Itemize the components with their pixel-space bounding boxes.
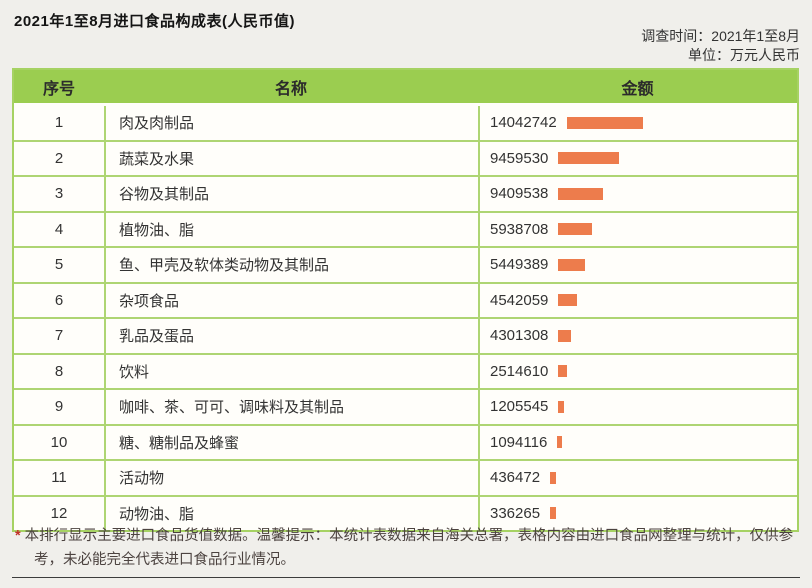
row-amount: 9409538 — [478, 177, 797, 211]
table-row: 9 咖啡、茶、可可、调味料及其制品 1205545 — [14, 388, 797, 424]
table-row: 3 谷物及其制品 9409538 — [14, 175, 797, 211]
row-value: 4301308 — [490, 327, 549, 345]
value-bar — [558, 187, 604, 200]
value-bar — [558, 365, 568, 378]
survey-time-label: 调查时间：2021年1至8月 — [641, 28, 800, 44]
row-value: 1094116 — [490, 433, 548, 451]
footnote-asterisk: * — [15, 528, 21, 544]
row-amount: 14042742 — [478, 106, 797, 140]
row-amount: 4301308 — [478, 319, 797, 353]
table-row: 5 鱼、甲壳及软体类动物及其制品 5449389 — [14, 246, 797, 282]
row-amount: 9459530 — [478, 141, 797, 175]
row-amount: 436472 — [478, 461, 797, 495]
row-index: 11 — [51, 469, 67, 487]
table-row: 12 动物油、脂 336265 — [14, 494, 797, 530]
table-row: 4 植物油、脂 5938708 — [14, 210, 797, 246]
row-amount: 336265 — [478, 496, 797, 530]
value-bar — [558, 329, 572, 342]
row-value: 5938708 — [490, 220, 549, 238]
report-meta: 调查时间：2021年1至8月 单位：万元人民币 — [641, 27, 800, 65]
row-name: 肉及肉制品 — [104, 106, 478, 140]
value-bar — [558, 294, 578, 307]
table-row: 6 杂项食品 4542059 — [14, 281, 797, 317]
row-amount: 5938708 — [478, 212, 797, 246]
row-value: 9459530 — [490, 149, 549, 167]
row-name: 活动物 — [104, 461, 478, 495]
row-name: 咖啡、茶、可可、调味料及其制品 — [104, 390, 478, 424]
row-index: 5 — [54, 256, 64, 274]
import-food-table: 序号 名称 金额 1 肉及肉制品 14042742 2 蔬菜及水果 945953… — [12, 68, 799, 532]
row-name: 鱼、甲壳及软体类动物及其制品 — [104, 248, 478, 282]
row-name: 杂项食品 — [104, 283, 478, 317]
row-name: 谷物及其制品 — [104, 177, 478, 211]
value-bar — [550, 507, 557, 520]
row-amount: 5449389 — [478, 248, 797, 282]
row-value: 336265 — [490, 504, 541, 522]
table-row: 8 饮料 2514610 — [14, 352, 797, 388]
footnote-text: 本排行显示主要进口食品货值数据。温馨提示：本统计表数据来自海关总署，表格内容由进… — [24, 528, 794, 568]
table-row: 2 蔬菜及水果 9459530 — [14, 139, 797, 175]
row-value: 1205545 — [490, 398, 549, 416]
table-body: 1 肉及肉制品 14042742 2 蔬菜及水果 9459530 3 谷物及其制… — [14, 106, 797, 530]
row-index: 6 — [54, 291, 64, 309]
row-amount: 4542059 — [478, 283, 797, 317]
row-value: 436472 — [490, 469, 541, 487]
value-bar — [557, 436, 563, 449]
value-bar — [558, 152, 620, 165]
footnote: * 本排行显示主要进口食品货值数据。温馨提示：本统计表数据来自海关总署，表格内容由… — [15, 524, 812, 572]
value-bar — [558, 223, 593, 236]
bottom-divider — [12, 577, 800, 578]
row-index: 12 — [50, 504, 68, 522]
row-index: 10 — [50, 433, 68, 451]
table-row: 11 活动物 436472 — [14, 459, 797, 495]
table-header-row: 序号 名称 金额 — [14, 70, 797, 106]
row-amount: 1205545 — [478, 390, 797, 424]
row-name: 蔬菜及水果 — [104, 141, 478, 175]
table-row: 10 糖、糖制品及蜂蜜 1094116 — [14, 423, 797, 459]
unit-label: 单位：万元人民币 — [688, 47, 800, 63]
col-header-name: 名称 — [274, 80, 307, 98]
value-bar — [558, 400, 565, 413]
row-index: 4 — [54, 220, 64, 238]
row-index: 9 — [54, 398, 64, 416]
row-index: 3 — [54, 185, 64, 203]
value-bar — [550, 471, 557, 484]
row-value: 5449389 — [490, 256, 549, 274]
row-index: 2 — [54, 149, 64, 167]
row-value: 2514610 — [490, 362, 549, 380]
row-amount: 1094116 — [478, 425, 797, 459]
row-name: 糖、糖制品及蜂蜜 — [104, 425, 478, 459]
row-value: 4542059 — [490, 291, 549, 309]
row-name: 饮料 — [104, 354, 478, 388]
page-title: 2021年1至8月进口食品构成表(人民币值) — [14, 13, 296, 30]
value-bar — [566, 116, 643, 129]
row-value: 9409538 — [490, 185, 549, 203]
row-name: 乳品及蛋品 — [104, 319, 478, 353]
row-index: 7 — [54, 327, 64, 345]
col-header-index: 序号 — [42, 80, 75, 98]
row-index: 8 — [54, 362, 64, 380]
row-name: 植物油、脂 — [104, 212, 478, 246]
row-value: 14042742 — [490, 114, 557, 132]
row-amount: 2514610 — [478, 354, 797, 388]
table-row: 1 肉及肉制品 14042742 — [14, 106, 797, 140]
row-index: 1 — [54, 114, 64, 132]
row-name: 动物油、脂 — [104, 496, 478, 530]
col-header-amount: 金额 — [621, 80, 654, 98]
table-row: 7 乳品及蛋品 4301308 — [14, 317, 797, 353]
value-bar — [558, 258, 586, 271]
